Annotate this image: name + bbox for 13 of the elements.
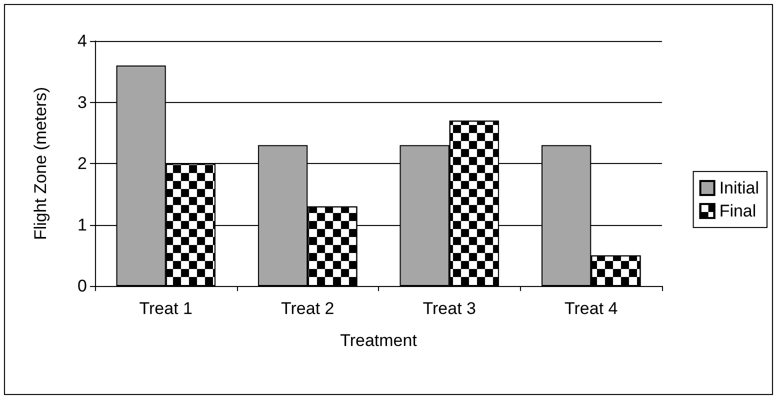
x-tick-label: Treat 2 bbox=[281, 299, 334, 318]
y-axis-title: Flight Zone (meters) bbox=[31, 86, 50, 240]
x-axis-title: Treatment bbox=[340, 331, 418, 350]
x-tick-label: Treat 1 bbox=[139, 299, 192, 318]
x-tick-label: Treat 3 bbox=[422, 299, 476, 318]
legend-label: Final bbox=[719, 202, 756, 220]
legend-label: Initial bbox=[719, 178, 759, 198]
y-tick-label: 2 bbox=[78, 154, 87, 173]
y-tick-label: 3 bbox=[78, 92, 87, 112]
y-tick-label: 0 bbox=[78, 276, 87, 296]
x-tick-label: Treat 4 bbox=[564, 299, 618, 318]
y-tick-label: 4 bbox=[78, 32, 87, 50]
y-tick-label: 1 bbox=[78, 215, 87, 234]
